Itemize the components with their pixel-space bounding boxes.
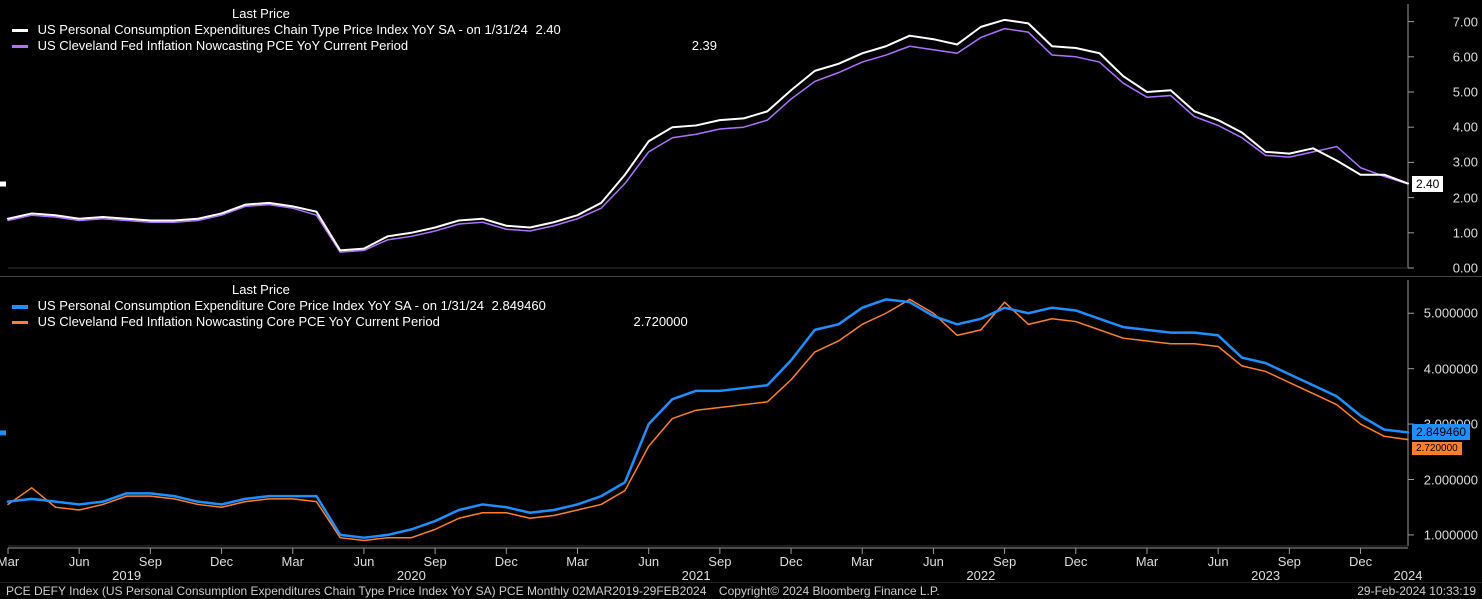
xtick-label: Dec xyxy=(779,554,802,569)
legend-series-value: 2.720000 xyxy=(634,314,688,329)
panel-separator xyxy=(0,276,1482,277)
legend-series-name: US Personal Consumption Expenditures Cha… xyxy=(38,22,528,37)
year-label: 2021 xyxy=(682,568,711,583)
legend-series-name: US Cleveland Fed Inflation Nowcasting Co… xyxy=(38,314,440,329)
xtick-label: Sep xyxy=(139,554,162,569)
legend-swatch xyxy=(12,45,28,48)
panel2-last-price-box: 2.849460 xyxy=(1412,424,1470,440)
xtick-label: Sep xyxy=(1278,554,1301,569)
xtick-label: Jun xyxy=(638,554,659,569)
xtick-label: Dec xyxy=(495,554,518,569)
legend-title: Last Price xyxy=(232,6,717,22)
xtick-label: Dec xyxy=(1064,554,1087,569)
legend-swatch xyxy=(12,305,28,309)
ytick-label: 7.00 xyxy=(1453,14,1478,29)
xtick-label: Mar xyxy=(282,554,304,569)
legend-series-value: 2.40 xyxy=(535,22,560,37)
legend-title: Last Price xyxy=(232,282,688,298)
legend-series-value: 2.39 xyxy=(692,38,717,53)
panel2-last-price-box-2: 2.720000 xyxy=(1412,442,1462,455)
footer-right: 29-Feb-2024 10:33:19 xyxy=(1357,584,1476,598)
ytick-label: 6.00 xyxy=(1453,49,1478,64)
xtick-label: Sep xyxy=(424,554,447,569)
ytick-label: 5.00 xyxy=(1453,85,1478,100)
legend-series-value: 2.849460 xyxy=(492,298,546,313)
legend-swatch xyxy=(12,321,28,324)
xtick-label: Jun xyxy=(69,554,90,569)
year-label: 2020 xyxy=(397,568,426,583)
xtick-label: Dec xyxy=(210,554,233,569)
footer-center: Copyright© 2024 Bloomberg Finance L.P. xyxy=(719,584,940,598)
xtick-label: Sep xyxy=(708,554,731,569)
ytick-label: 2.00 xyxy=(1453,190,1478,205)
legend-series-name: US Cleveland Fed Inflation Nowcasting PC… xyxy=(38,38,408,53)
xtick-label: Mar xyxy=(1136,554,1158,569)
xtick-label: Sep xyxy=(993,554,1016,569)
ytick-label: 2.000000 xyxy=(1424,472,1478,487)
legend-row: US Personal Consumption Expenditure Core… xyxy=(12,298,688,314)
footer-bar: PCE DEFY Index (US Personal Consumption … xyxy=(0,582,1482,599)
ytick-label: 4.000000 xyxy=(1424,361,1478,376)
panel1-last-price-box: 2.40 xyxy=(1412,176,1443,192)
ytick-label: 0.00 xyxy=(1453,261,1478,276)
xtick-label: Mar xyxy=(851,554,873,569)
xtick-label: Mar xyxy=(566,554,588,569)
legend-row: US Personal Consumption Expenditures Cha… xyxy=(12,22,717,38)
panel2-legend: Last Price US Personal Consumption Expen… xyxy=(12,282,688,330)
panel1-legend: Last Price US Personal Consumption Expen… xyxy=(12,6,717,54)
year-label: 2022 xyxy=(966,568,995,583)
xtick-label: Jun xyxy=(353,554,374,569)
legend-row: US Cleveland Fed Inflation Nowcasting PC… xyxy=(12,38,717,54)
footer-left: PCE DEFY Index (US Personal Consumption … xyxy=(6,584,706,598)
xtick-label: Jun xyxy=(1208,554,1229,569)
xtick-label: Jun xyxy=(923,554,944,569)
ytick-label: 1.00 xyxy=(1453,225,1478,240)
year-label: 2024 xyxy=(1394,568,1423,583)
legend-row: US Cleveland Fed Inflation Nowcasting Co… xyxy=(12,314,688,330)
legend-swatch xyxy=(12,29,28,32)
year-label: 2023 xyxy=(1251,568,1280,583)
year-label: 2019 xyxy=(112,568,141,583)
xtick-label: Mar xyxy=(0,554,19,569)
ytick-label: 4.00 xyxy=(1453,120,1478,135)
ytick-label: 1.000000 xyxy=(1424,527,1478,542)
legend-series-name: US Personal Consumption Expenditure Core… xyxy=(38,298,484,313)
xtick-label: Dec xyxy=(1349,554,1372,569)
ytick-label: 5.000000 xyxy=(1424,306,1478,321)
ytick-label: 3.00 xyxy=(1453,155,1478,170)
